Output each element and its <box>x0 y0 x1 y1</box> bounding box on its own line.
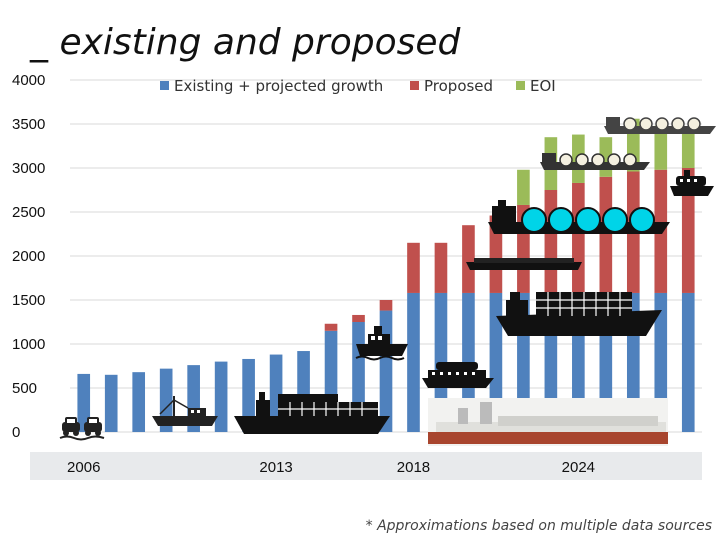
y-tick-label: 500 <box>12 380 37 397</box>
y-axis-ticks: 0 500 1000 1500 2000 2500 3000 3500 4000 <box>12 72 45 441</box>
footnote: * Approximations based on multiple data … <box>365 518 712 534</box>
bar-proposed-2017 <box>379 300 393 311</box>
legend: Existing + projected growth Proposed EOI <box>160 77 556 95</box>
bar-existing-projected-growth-2011 <box>214 361 228 432</box>
vessel-icons <box>59 117 716 446</box>
bar-proposed-2023 <box>544 190 558 293</box>
legend-label: Existing + projected growth <box>174 77 383 95</box>
y-tick-label: 4000 <box>12 72 45 89</box>
lng-carrier-icon <box>488 200 670 234</box>
bar-existing-projected-growth-2021 <box>489 292 503 432</box>
barge-icon <box>466 258 582 270</box>
bar-existing-projected-growth-2008 <box>132 372 146 432</box>
bar-existing-projected-growth-2018 <box>407 292 420 432</box>
bar-eoi-2022 <box>517 169 530 205</box>
y-tick-label: 0 <box>12 424 20 441</box>
cruise-ship-icon <box>670 170 714 196</box>
cars-icon <box>59 417 105 441</box>
harbor-ship-icon <box>428 398 668 446</box>
bar-eoi-2028 <box>681 132 695 168</box>
y-tick-label: 2500 <box>12 204 45 221</box>
tugboat-icon <box>355 326 408 361</box>
legend-swatch <box>410 81 419 90</box>
bar-existing-projected-growth-2006 <box>77 373 91 432</box>
bar-proposed-2019 <box>434 242 448 293</box>
bar-proposed-2016 <box>352 314 365 322</box>
legend-swatch <box>160 81 169 90</box>
bar-proposed-2015 <box>324 323 338 331</box>
lng-carrier-icon <box>604 117 716 134</box>
chart-title: _ existing and proposed <box>30 22 461 63</box>
y-tick-label: 2000 <box>12 248 45 265</box>
bar-proposed-2020 <box>462 225 475 293</box>
container-ship-icon <box>496 292 662 336</box>
y-tick-label: 1000 <box>12 336 45 353</box>
bar-existing-projected-growth-2012 <box>242 358 255 432</box>
x-tick-label: 2006 <box>67 459 100 476</box>
legend-label: Proposed <box>424 77 493 95</box>
bar-proposed-2028 <box>681 168 695 293</box>
bar-existing-projected-growth-2027 <box>654 292 668 432</box>
cruise-ship-icon <box>422 362 494 388</box>
y-tick-label: 1500 <box>12 292 45 309</box>
x-tick-label: 2018 <box>397 459 430 476</box>
bar-eoi-2027 <box>654 125 668 170</box>
legend-swatch <box>516 81 525 90</box>
bar-proposed-2025 <box>599 176 613 293</box>
container-ship-icon <box>234 392 390 434</box>
legend-label: EOI <box>530 77 556 95</box>
fishing-boat-icon <box>152 396 218 426</box>
bar-proposed-2021 <box>489 215 503 293</box>
x-tick-label: 2013 <box>259 459 292 476</box>
bar-proposed-2018 <box>407 242 420 293</box>
x-axis-band <box>30 452 702 480</box>
bar-existing-projected-growth-2007 <box>104 374 118 432</box>
bar-existing-projected-growth-2028 <box>681 292 695 432</box>
y-tick-label: 3000 <box>12 160 45 177</box>
y-tick-label: 3500 <box>12 116 45 133</box>
lng-carrier-icon <box>540 153 650 170</box>
bar-proposed-2024 <box>572 182 585 293</box>
x-axis-ticks: 2006 2013 2018 2024 <box>67 459 595 476</box>
x-tick-label: 2024 <box>562 459 595 476</box>
